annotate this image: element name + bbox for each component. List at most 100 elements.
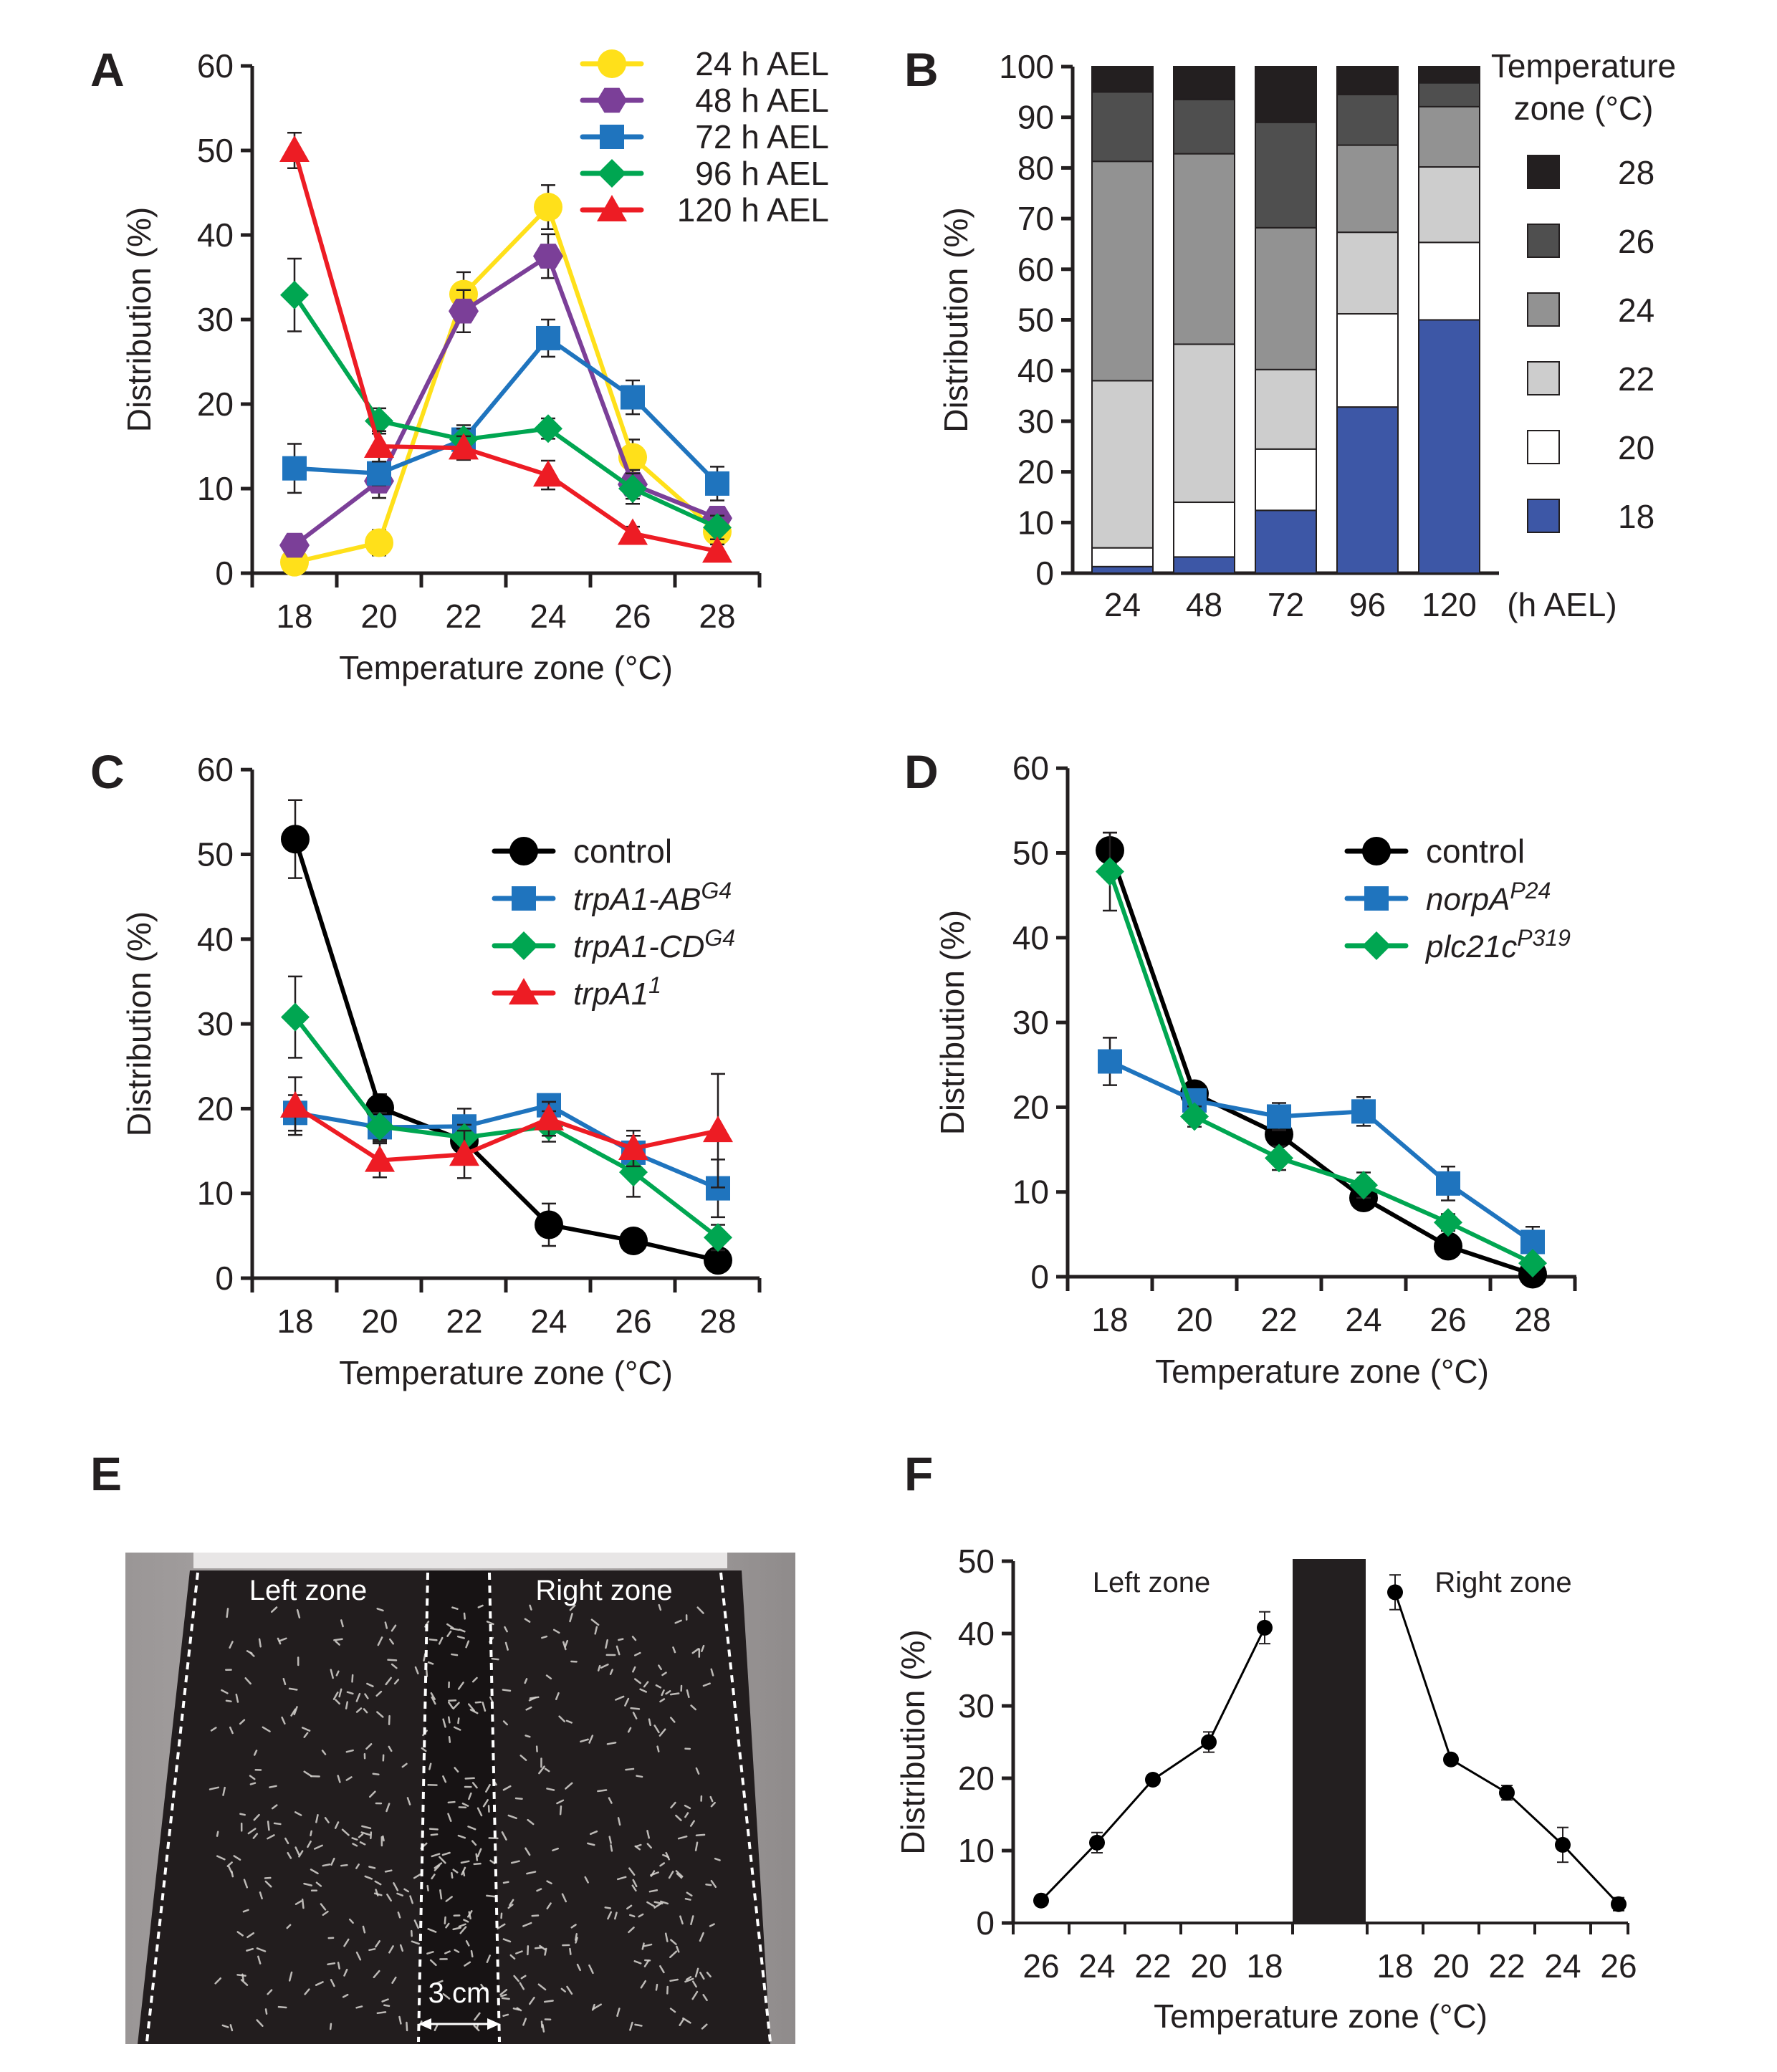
larva bbox=[656, 1745, 660, 1752]
larva bbox=[471, 1840, 477, 1846]
larva bbox=[264, 2008, 268, 2015]
larva bbox=[634, 1678, 642, 1684]
y-tick-label: 30 bbox=[197, 1005, 234, 1042]
larva bbox=[330, 1669, 334, 1679]
legend-label: 120 h AEL bbox=[677, 191, 829, 229]
larva bbox=[659, 1965, 665, 1974]
larva bbox=[393, 1679, 400, 1685]
larva bbox=[669, 1717, 676, 1723]
larva bbox=[384, 1621, 388, 1629]
larva bbox=[670, 1939, 677, 1945]
larva bbox=[546, 1788, 555, 1791]
larva bbox=[463, 1612, 466, 1620]
larvae-dots bbox=[209, 1603, 721, 2033]
larva bbox=[658, 1664, 662, 1671]
y-tick-label: 20 bbox=[197, 385, 234, 423]
larva bbox=[451, 1653, 459, 1656]
larva bbox=[507, 1814, 517, 1820]
larva bbox=[381, 1998, 389, 2003]
larva bbox=[574, 1933, 578, 1941]
larva bbox=[628, 1867, 636, 1876]
dotted-line-center-right bbox=[488, 1572, 501, 2043]
series-line bbox=[1108, 849, 1533, 1277]
larva bbox=[239, 1719, 246, 1725]
data-point bbox=[364, 431, 394, 458]
larva bbox=[676, 1872, 683, 1879]
larva bbox=[294, 1900, 302, 1905]
y-tick-label: 20 bbox=[1012, 1088, 1049, 1126]
larva bbox=[625, 1768, 635, 1771]
larva bbox=[575, 1937, 578, 1944]
y-axis-title: Distribution (%) bbox=[894, 1629, 931, 1854]
larva bbox=[428, 1639, 438, 1641]
larva bbox=[615, 1695, 625, 1701]
y-tick-label: 80 bbox=[1017, 149, 1054, 186]
data-point bbox=[365, 1112, 394, 1141]
larva bbox=[626, 1904, 633, 1910]
larva bbox=[334, 1821, 340, 1829]
bar-segment-24 bbox=[1255, 226, 1317, 370]
legend-marker bbox=[509, 978, 539, 1004]
y-axis-title: Distribution (%) bbox=[937, 207, 974, 432]
larva bbox=[705, 1884, 712, 1886]
larva bbox=[267, 1821, 270, 1831]
larva bbox=[643, 1943, 653, 1947]
panel-letter-f: F bbox=[904, 1447, 933, 1500]
larva bbox=[229, 2024, 234, 2032]
larva bbox=[387, 1659, 398, 1661]
larva bbox=[330, 1979, 335, 1987]
y-tick-label: 0 bbox=[1035, 555, 1054, 592]
larva bbox=[617, 1817, 621, 1826]
panel-b-stacked-bar-chart: 0 10 20 30 40 50 60 70 80 90 100 Distribution (%) 24… bbox=[937, 47, 1676, 623]
larva bbox=[597, 1789, 608, 1793]
larva bbox=[282, 1677, 287, 1686]
x-tick-label: 20 bbox=[1190, 1947, 1227, 1985]
data-point bbox=[705, 471, 729, 496]
legend-label: norpAP24 bbox=[1426, 878, 1551, 917]
larva bbox=[648, 1889, 658, 1893]
larva bbox=[315, 1881, 322, 1887]
legend-label: trpA1-ABG4 bbox=[573, 878, 732, 917]
larva bbox=[448, 1701, 454, 1709]
larva bbox=[225, 1699, 232, 1702]
larva bbox=[616, 1645, 621, 1656]
larva bbox=[229, 1641, 234, 1649]
larva bbox=[243, 1879, 249, 1889]
larva bbox=[452, 1927, 462, 1931]
larva bbox=[616, 2008, 621, 2017]
larva bbox=[315, 1813, 319, 1823]
larva bbox=[389, 1638, 394, 1645]
larva bbox=[296, 1608, 301, 1618]
data-point bbox=[1089, 1834, 1105, 1851]
x-axis-title: Temperature zone (°C) bbox=[339, 1354, 673, 1391]
larva bbox=[565, 1720, 573, 1724]
larva bbox=[686, 1891, 693, 1897]
larva bbox=[636, 1775, 643, 1778]
data-point bbox=[702, 536, 732, 563]
panel-letter-e: E bbox=[90, 1447, 122, 1500]
larva bbox=[397, 1912, 401, 1919]
data-point bbox=[1033, 1892, 1049, 1909]
larva bbox=[580, 1738, 589, 1743]
data-point bbox=[1267, 1104, 1291, 1129]
larva bbox=[525, 1735, 531, 1738]
larva bbox=[368, 1948, 376, 1952]
data-point bbox=[536, 325, 560, 350]
larva bbox=[322, 1864, 331, 1867]
larva bbox=[543, 2000, 554, 2003]
larva bbox=[709, 1923, 715, 1927]
larva bbox=[519, 1982, 525, 1990]
larva bbox=[447, 1800, 456, 1804]
series-120-h-ael bbox=[279, 131, 732, 563]
larva bbox=[252, 1833, 259, 1839]
larva bbox=[640, 1980, 647, 1989]
larva bbox=[393, 1882, 399, 1891]
series-trpa1-ab bbox=[283, 1093, 730, 1219]
larva bbox=[638, 1913, 644, 1918]
larva bbox=[522, 2018, 527, 2026]
larva bbox=[343, 1968, 348, 1977]
larva bbox=[442, 1718, 446, 1728]
legend-label: 22 bbox=[1618, 360, 1654, 398]
legend: control norpAP24 plc21cP319 bbox=[1344, 833, 1571, 964]
larva bbox=[520, 1975, 527, 1980]
